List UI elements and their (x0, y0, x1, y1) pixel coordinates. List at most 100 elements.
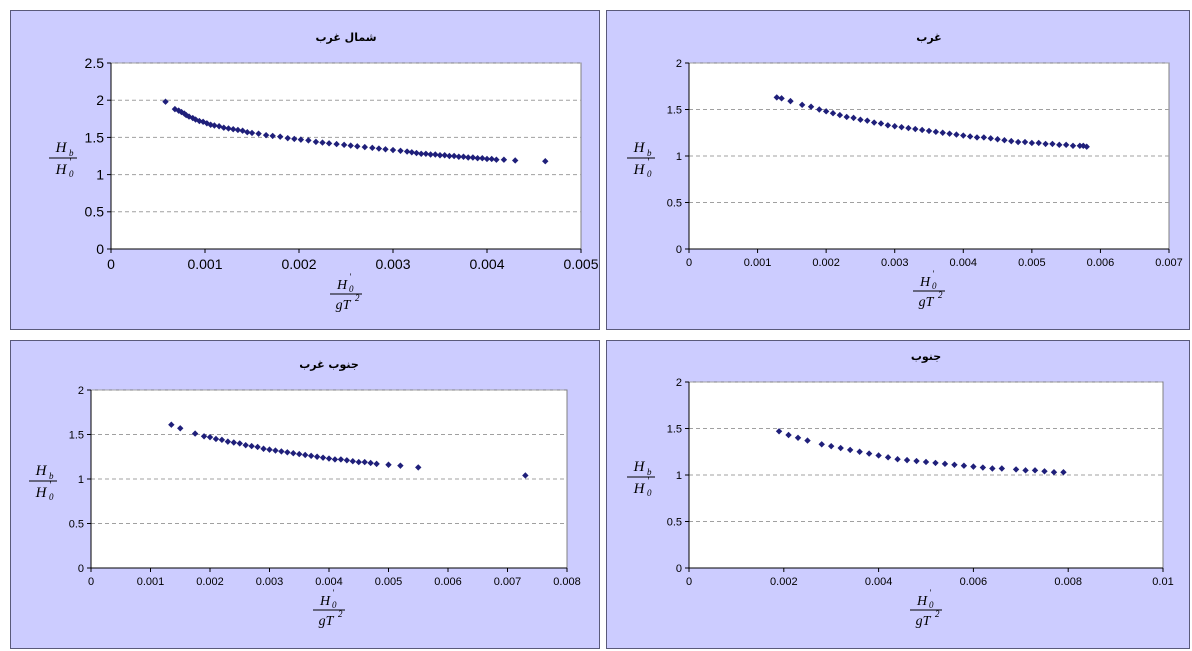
y-tick-label: 2 (78, 385, 84, 397)
data-point (296, 450, 303, 458)
y-tick-label: 0 (78, 563, 84, 575)
data-point (354, 143, 361, 150)
plot-area (110, 62, 582, 250)
x-label-numerator: H (919, 275, 931, 290)
data-point (234, 126, 242, 134)
data-point (794, 434, 802, 441)
x-axis-label: H' 0 gT 2 (330, 272, 362, 313)
data-point (277, 133, 284, 140)
data-point (302, 451, 309, 459)
y-label-den-prime: ' (647, 476, 650, 486)
y-tick-label: 0.5 (667, 516, 682, 528)
y-tick-label: 1 (78, 474, 84, 486)
y-label-den-prime: ' (49, 480, 52, 490)
chart-title: جنوب غرب (299, 358, 359, 371)
data-point (397, 147, 404, 154)
x-label-prime: ' (349, 272, 352, 282)
data-point (856, 448, 863, 455)
x-tick-label: 0.006 (960, 576, 988, 588)
data-point (361, 458, 368, 466)
data-point (244, 128, 251, 136)
data-point (337, 456, 345, 463)
y-label-den-sub: 0 (647, 488, 652, 498)
x-tick-label: 0.007 (1155, 257, 1183, 269)
data-point (979, 464, 987, 471)
y-tick-label: 2 (676, 58, 682, 70)
data-point (313, 453, 321, 460)
data-point (218, 436, 226, 444)
data-point (905, 124, 912, 132)
data-point (450, 152, 458, 160)
data-point (436, 152, 444, 159)
y-label-num-sub: b (49, 471, 54, 481)
chart-title: غرب (916, 31, 941, 44)
data-point (284, 134, 291, 142)
data-point (778, 95, 785, 102)
data-point (340, 141, 348, 149)
x-label-num-sub: 0 (932, 281, 937, 291)
data-point (898, 123, 905, 131)
data-point (850, 114, 857, 122)
data-point (369, 144, 376, 152)
data-point (413, 149, 420, 157)
data-point (355, 458, 362, 466)
data-point (254, 443, 261, 451)
y-label-denominator: H (35, 485, 48, 501)
x-label-prime: ' (932, 269, 935, 279)
data-point (493, 156, 500, 163)
data-point (230, 439, 237, 446)
data-point (953, 131, 960, 138)
data-point (305, 137, 312, 144)
data-point (1001, 136, 1008, 144)
y-tick-label: 1.5 (667, 104, 682, 116)
x-tick-label: 0.003 (375, 256, 410, 272)
data-point (913, 457, 920, 465)
data-point (441, 152, 448, 159)
data-point (266, 446, 273, 453)
x-tick-label: 0.003 (256, 576, 284, 588)
data-point (325, 455, 333, 462)
data-point (248, 442, 255, 450)
y-tick-label: 0.5 (667, 197, 682, 209)
y-label-denominator: H (633, 162, 646, 178)
x-axis-label: H' 0 gT 2 (313, 588, 345, 629)
x-tick-label: 0.001 (744, 257, 772, 269)
data-point (319, 139, 326, 146)
y-tick-label: 0 (676, 563, 682, 575)
x-tick-label: 0 (107, 256, 115, 272)
data-point (206, 433, 214, 441)
x-label-numerator: H (916, 594, 928, 609)
data-point (1031, 467, 1039, 474)
x-label-num-sub: 0 (332, 600, 337, 610)
x-label-denominator: gT (919, 295, 935, 310)
data-point (367, 459, 374, 467)
y-label-den-sub: 0 (647, 169, 652, 179)
data-point (239, 127, 246, 134)
x-label-denominator: gT (319, 614, 335, 629)
y-tick-label: 0 (96, 241, 104, 257)
data-point (307, 452, 315, 460)
data-point (242, 441, 249, 449)
data-point (319, 454, 327, 461)
chart-panel: جنوب 0 0.5 1 1.5 2 0 0.002 0.004 0.006 0.008 0.01 H '… (606, 340, 1190, 649)
chart-panel: غرب 0 0.5 1 1.5 2 0 0.001 0.002 0.003 0.004 0.005 0.… (606, 10, 1190, 330)
x-tick-label: 0.002 (281, 256, 316, 272)
data-point (255, 130, 262, 137)
x-tick-label: 0.002 (812, 257, 840, 269)
data-point (877, 120, 885, 127)
data-point (331, 456, 339, 463)
data-point (260, 445, 267, 452)
data-point (215, 123, 223, 130)
y-label-den-sub: 0 (49, 492, 54, 502)
y-tick-label: 1.5 (667, 423, 682, 435)
y-label-numerator: H (35, 463, 48, 479)
x-tick-label: 0.004 (469, 256, 504, 272)
data-point (1056, 141, 1063, 149)
chart-svg: شمال غرب 0 0.5 1 1.5 2 2.5 0 0.001 0.002 0.003 0.00… (49, 31, 599, 313)
data-point (829, 110, 837, 117)
x-tick-label: 0.004 (865, 576, 893, 588)
data-point (297, 136, 305, 143)
